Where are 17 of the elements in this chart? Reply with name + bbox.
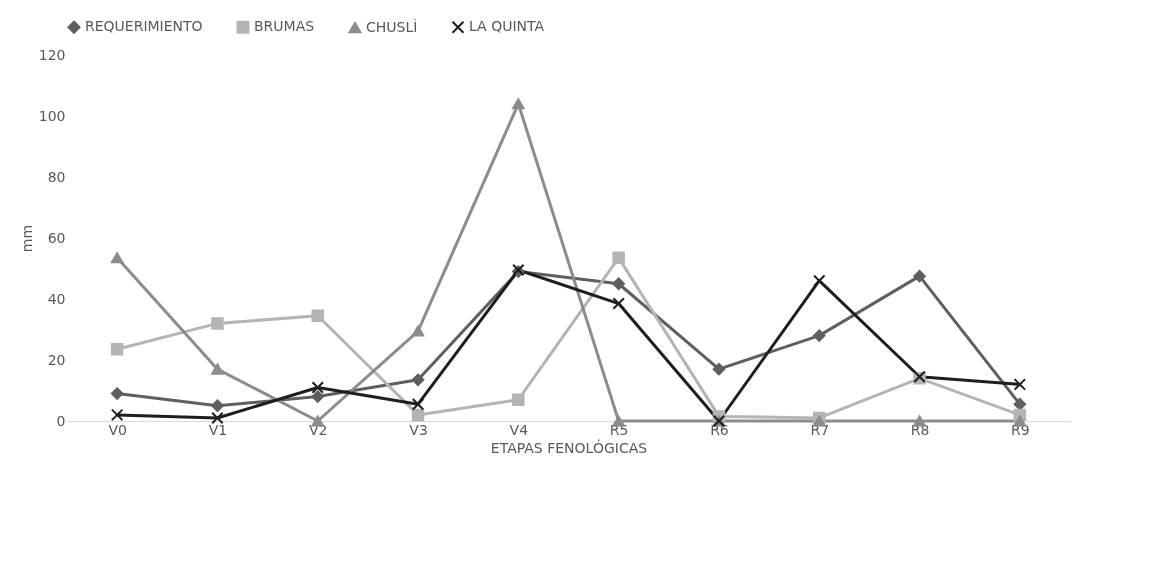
y-tick-label: 40: [47, 290, 66, 307]
legend-label: BRUMAS: [254, 18, 315, 35]
y-tick-label: 60: [47, 229, 66, 246]
x-tick-label: V3: [409, 421, 428, 438]
x-tick-label: V4: [509, 421, 529, 438]
y-axis-title: mm: [18, 224, 35, 253]
y-tick-label: 100: [38, 107, 66, 124]
legend-label: LA QUINTA: [469, 18, 545, 35]
y-tick-label: 0: [56, 412, 66, 429]
x-tick-label: V0: [108, 421, 127, 438]
y-tick-label: 80: [47, 168, 66, 185]
x-axis-title: ETAPAS FENOLÓGICAS: [490, 438, 648, 456]
y-tick-label: 20: [47, 351, 66, 368]
legend-label: CHUSLÌ: [366, 18, 418, 35]
legend-label: REQUERIMIENTO: [85, 18, 203, 35]
x-tick-label: V1: [208, 421, 228, 438]
y-tick-label: 120: [38, 46, 66, 63]
